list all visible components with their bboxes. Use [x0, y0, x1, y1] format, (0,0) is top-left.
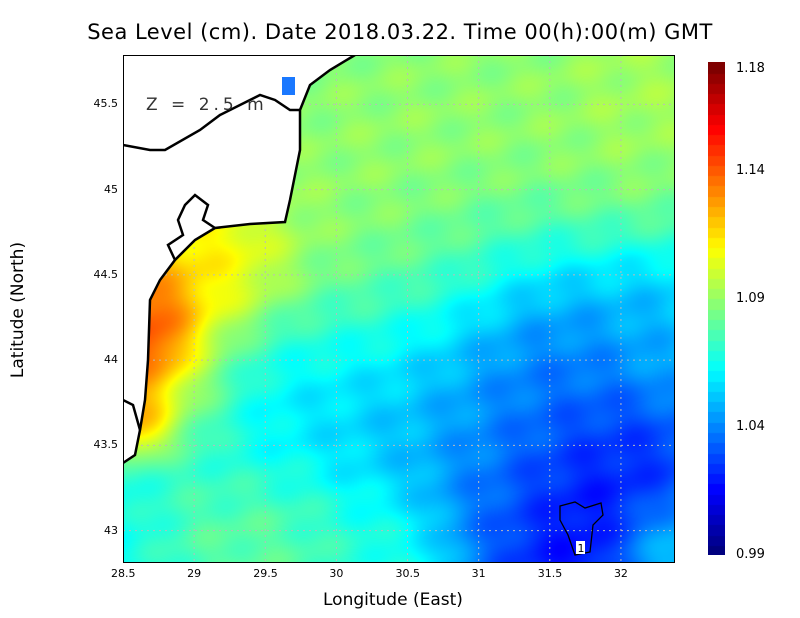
colorbar-tick-label: 1.18: [736, 61, 765, 76]
colorbar: [708, 62, 725, 555]
x-tick-label: 32: [613, 567, 628, 580]
y-tick-label: 43: [104, 523, 118, 537]
contour-line: [559, 501, 604, 556]
lagoon-shoreline: [166, 193, 216, 261]
x-tick-label: 31: [471, 567, 486, 580]
plot-area: 1 Z = 2.5 m: [123, 55, 675, 563]
inland-shoreline: [123, 93, 300, 152]
depth-annotation: Z = 2.5 m: [146, 95, 268, 115]
x-tick-label: 30: [329, 567, 344, 580]
land-area: [123, 55, 355, 463]
x-tick-label: 31.5: [537, 567, 563, 580]
y-tick-label: 45: [104, 182, 118, 196]
y-tick-label: 44: [104, 353, 118, 367]
y-tick-label: 43.5: [93, 438, 119, 452]
y-tick-label: 45.5: [93, 97, 119, 111]
colorbar-tick-label: 1.04: [736, 419, 765, 435]
coastline: [123, 55, 356, 465]
y-tick-label: 44.5: [93, 267, 119, 281]
colorbar-tick-label: 0.99: [736, 547, 765, 562]
y-axis-label: Latitude (North): [8, 241, 28, 379]
x-tick-label: 28.5: [111, 567, 136, 580]
map-overlay: 1 Z = 2.5 m: [123, 55, 675, 563]
colorbar-tick-label: 1.09: [736, 291, 765, 307]
contour-label: 1: [578, 542, 585, 555]
colorbar-tick-label: 1.14: [736, 163, 765, 179]
x-tick-label: 29.5: [253, 567, 278, 580]
contour-label-box: [576, 541, 585, 554]
x-tick-label: 30.5: [395, 567, 421, 580]
x-axis-label: Longitude (East): [323, 590, 463, 610]
chart-title: Sea Level (cm). Date 2018.03.22. Time 00…: [87, 20, 713, 44]
x-tick-label: 29: [187, 567, 202, 580]
lagoon-shoreline: [123, 398, 142, 431]
lake-patch: [282, 77, 295, 95]
plot-frame: [123, 55, 675, 563]
